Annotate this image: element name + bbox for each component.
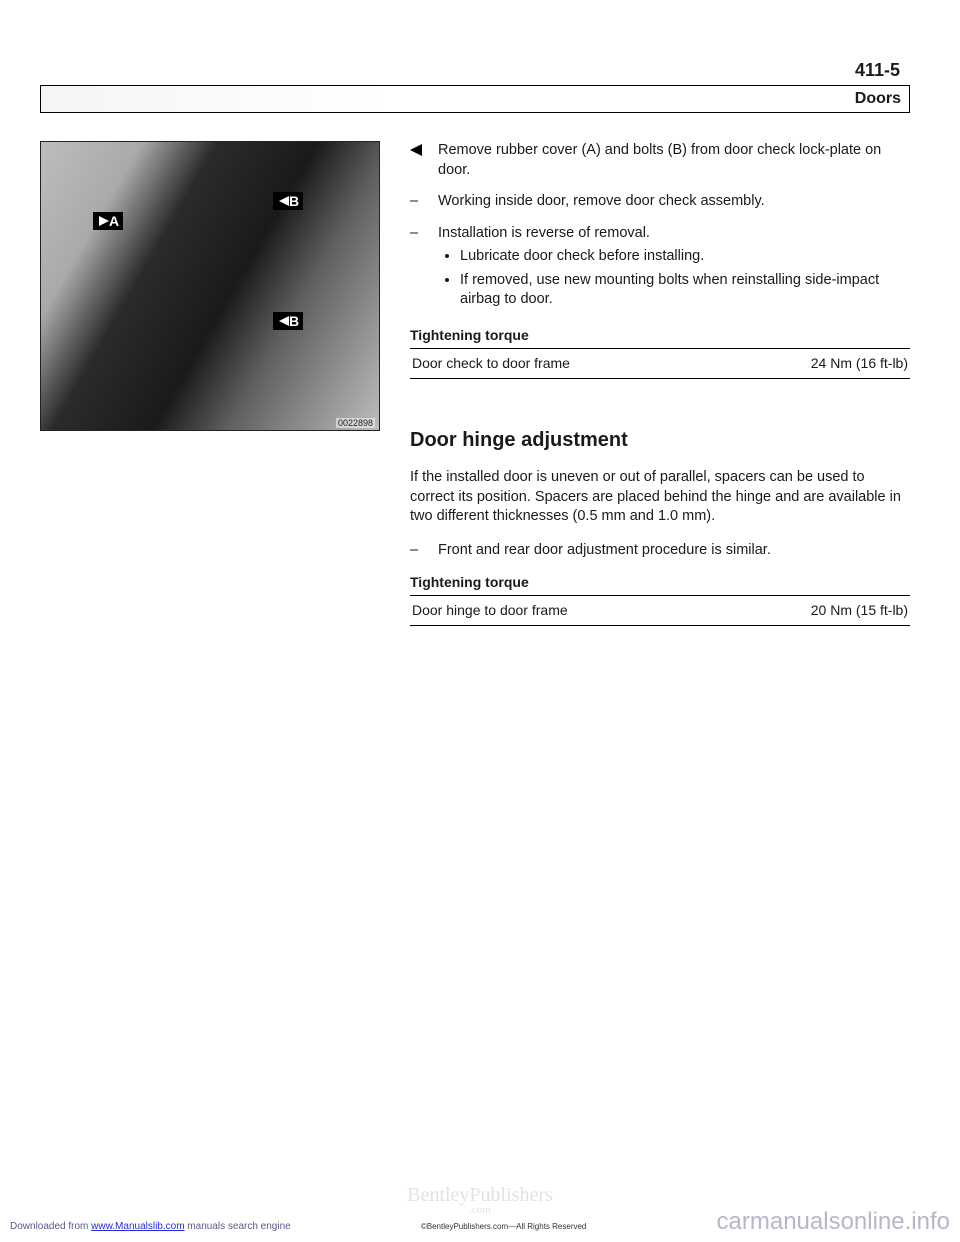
- step-2: – Working inside door, remove door check…: [410, 192, 910, 212]
- torque1-row: Door check to door frame 24 Nm (16 ft-lb…: [410, 349, 910, 378]
- footer-left-post: manuals search engine: [185, 1221, 291, 1232]
- step-3: – Installation is reverse of removal. Lu…: [410, 224, 910, 314]
- step-1: Remove rubber cover (A) and bolts (B) fr…: [410, 141, 910, 180]
- footer-center: ©BentleyPublishers.com—All Rights Reserv…: [421, 1222, 587, 1231]
- text-column: Remove rubber cover (A) and bolts (B) fr…: [410, 141, 910, 626]
- torque2-value: 20 Nm (15 ft-lb): [811, 601, 908, 620]
- page-number: 411-5: [40, 60, 900, 81]
- callout-a: A: [93, 212, 123, 230]
- header-title: Doors: [855, 90, 901, 107]
- step-3-sublist: Lubricate door check before installing. …: [438, 247, 910, 310]
- dash-marker-icon: –: [410, 192, 424, 212]
- step-3-text: Installation is reverse of removal.: [438, 225, 650, 241]
- header-box: Doors: [40, 85, 910, 113]
- step-3-sub1: Lubricate door check before installing.: [460, 247, 910, 267]
- section2-paragraph: If the installed door is uneven or out o…: [410, 468, 910, 527]
- footer-left: Downloaded from www.Manualslib.com manua…: [10, 1221, 291, 1232]
- torque2-name: Door hinge to door frame: [412, 601, 568, 620]
- torque2-table: Door hinge to door frame 20 Nm (15 ft-lb…: [410, 595, 910, 626]
- figure-photo: A B B 0022898: [40, 141, 380, 431]
- callout-a-label: A: [109, 213, 119, 229]
- content-row: A B B 0022898 Remove rubber cover (A) an…: [40, 141, 910, 626]
- callout-b-top-label: B: [289, 193, 299, 209]
- footer: Downloaded from www.Manualslib.com manua…: [10, 1208, 950, 1236]
- callout-b-bottom-label: B: [289, 313, 299, 329]
- figure-id: 0022898: [336, 418, 375, 428]
- section2-step-text: Front and rear door adjustment procedure…: [438, 541, 910, 561]
- torque2-row: Door hinge to door frame 20 Nm (15 ft-lb…: [410, 596, 910, 625]
- torque2-label: Tightening torque: [410, 573, 910, 592]
- watermark-main: BentleyPublishers: [407, 1184, 553, 1206]
- dash-marker-icon: –: [410, 541, 424, 561]
- footer-link[interactable]: www.Manualslib.com: [91, 1221, 184, 1232]
- step-1-text: Remove rubber cover (A) and bolts (B) fr…: [438, 141, 910, 180]
- page-container: 411-5 Doors A B B 0022898: [0, 0, 960, 646]
- callout-b-bottom: B: [273, 312, 303, 330]
- callout-b-top: B: [273, 192, 303, 210]
- step-3-block: Installation is reverse of removal. Lubr…: [438, 224, 910, 314]
- section2-step: – Front and rear door adjustment procedu…: [410, 541, 910, 561]
- section2-title: Door hinge adjustment: [410, 427, 910, 454]
- footer-right: carmanualsonline.info: [717, 1208, 950, 1236]
- dash-marker-icon: –: [410, 224, 424, 314]
- step-3-sub2: If removed, use new mounting bolts when …: [460, 271, 910, 310]
- footer-left-pre: Downloaded from: [10, 1221, 91, 1232]
- torque1-value: 24 Nm (16 ft-lb): [811, 354, 908, 373]
- torque1-table: Door check to door frame 24 Nm (16 ft-lb…: [410, 348, 910, 379]
- torque1-name: Door check to door frame: [412, 354, 570, 373]
- step-2-text: Working inside door, remove door check a…: [438, 192, 910, 212]
- torque1-label: Tightening torque: [410, 326, 910, 345]
- triangle-marker-icon: [410, 141, 424, 180]
